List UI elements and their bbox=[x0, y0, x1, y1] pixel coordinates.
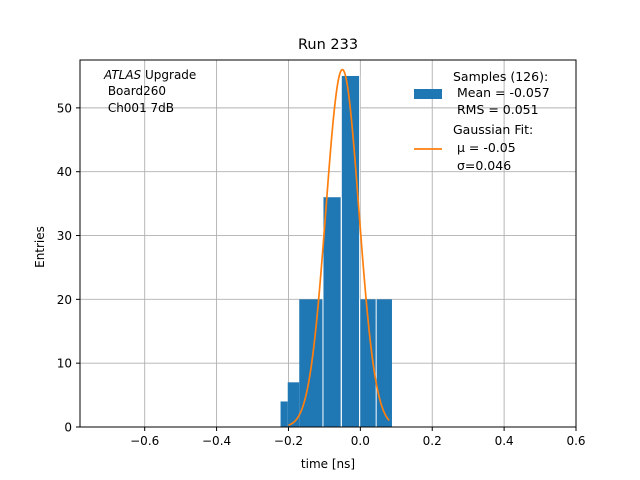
y-tick-label-2: 20 bbox=[57, 293, 72, 307]
legend-samples-rms: RMS = 0.051 bbox=[453, 102, 539, 117]
legend-fit-mu: μ = -0.05 bbox=[453, 140, 516, 155]
y-axis-label: Entries bbox=[33, 226, 47, 268]
legend-fit-title: Gaussian Fit: bbox=[453, 122, 533, 137]
x-tick-label-5: 0.4 bbox=[495, 434, 514, 448]
x-tick-label-3: 0.0 bbox=[351, 434, 370, 448]
x-axis: −0.6 −0.4 −0.2 0.0 0.2 0.4 0.6 bbox=[130, 427, 586, 448]
x-axis-label: time [ns] bbox=[301, 457, 355, 471]
legend-fit-sigma: σ=0.046 bbox=[453, 158, 511, 173]
y-tick-label-3: 30 bbox=[57, 229, 72, 243]
y-axis: 0 10 20 30 40 50 bbox=[57, 101, 80, 435]
chart-title: Run 233 bbox=[298, 37, 358, 53]
x-tick-label-6: 0.6 bbox=[566, 434, 585, 448]
histogram-bar-4 bbox=[341, 75, 360, 428]
legend-samples-title: Samples (126): bbox=[453, 69, 548, 84]
x-tick-label-0: −0.6 bbox=[130, 434, 159, 448]
annotation-upgrade: Upgrade bbox=[141, 68, 196, 82]
histogram-bar-0 bbox=[280, 401, 288, 427]
y-tick-label-1: 10 bbox=[57, 357, 72, 371]
legend: Samples (126): Mean = -0.057 RMS = 0.051… bbox=[414, 69, 550, 173]
legend-bar-swatch bbox=[414, 89, 442, 99]
plot-frame bbox=[79, 59, 577, 428]
bar-edges bbox=[322, 75, 377, 427]
annotation-line-3: Ch001 7dB bbox=[104, 101, 174, 115]
atlas-annotation: ATLAS Upgrade Board260 Ch001 7dB bbox=[103, 68, 196, 115]
annotation-line-1: ATLAS Upgrade bbox=[103, 68, 196, 82]
y-tick-label-5: 50 bbox=[57, 101, 72, 115]
x-tick-label-1: −0.4 bbox=[202, 434, 231, 448]
legend-samples-mean: Mean = -0.057 bbox=[453, 85, 550, 100]
histogram-bar-1 bbox=[287, 382, 300, 427]
y-tick-label-4: 40 bbox=[57, 165, 72, 179]
y-tick-label-0: 0 bbox=[64, 421, 72, 435]
annotation-line-2: Board260 bbox=[104, 84, 166, 98]
histogram-bar-3 bbox=[322, 197, 342, 427]
gaussian-fit-curve bbox=[288, 68, 390, 427]
annotation-atlas: ATLAS bbox=[103, 68, 142, 82]
x-tick-label-4: 0.2 bbox=[423, 434, 442, 448]
x-tick-label-2: −0.2 bbox=[274, 434, 303, 448]
